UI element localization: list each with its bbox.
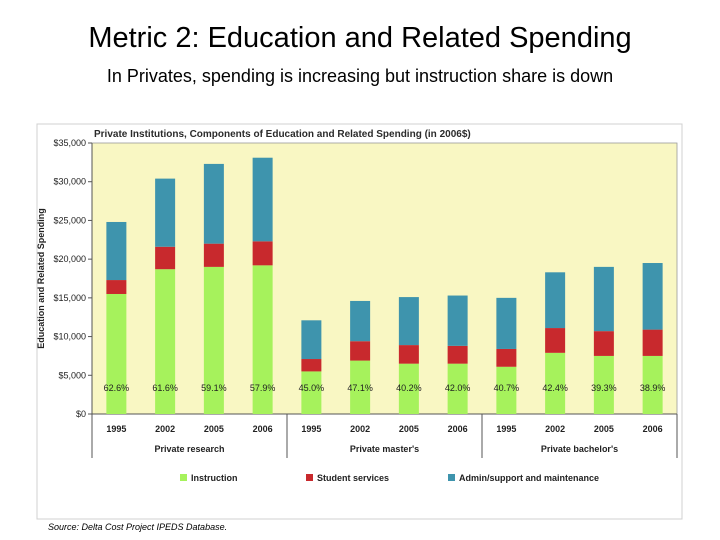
bar-segment-1 xyxy=(447,363,468,414)
y-tick-label: $15,000 xyxy=(53,293,86,303)
bar-segment-1 xyxy=(155,269,176,414)
bar-segment-3 xyxy=(350,300,371,342)
legend-swatch xyxy=(306,474,313,481)
data-label: 42.4% xyxy=(542,383,568,393)
bar-segment-1 xyxy=(642,355,663,414)
slide-subtitle: In Privates, spending is increasing but … xyxy=(106,66,614,86)
bar-segment-2 xyxy=(642,329,663,356)
bar-segment-1 xyxy=(593,355,614,414)
legend-label: Admin/support and maintenance xyxy=(459,473,599,483)
bar-segment-1 xyxy=(252,265,273,414)
bar-segment-3 xyxy=(545,272,566,329)
data-label: 59.1% xyxy=(201,383,227,393)
data-label: 45.0% xyxy=(299,383,325,393)
bar-segment-3 xyxy=(203,163,224,244)
bar-segment-2 xyxy=(398,345,419,364)
bar-segment-2 xyxy=(545,328,566,353)
bar-segment-3 xyxy=(106,221,127,281)
x-tick-label: 2005 xyxy=(399,424,419,434)
bar-segment-2 xyxy=(106,280,127,294)
x-tick-label: 2002 xyxy=(545,424,565,434)
slide-title: Metric 2: Education and Related Spending xyxy=(88,22,632,54)
chart-title: Private Institutions, Components of Educ… xyxy=(94,129,471,140)
x-tick-label: 2006 xyxy=(643,424,663,434)
bar-segment-2 xyxy=(301,359,322,372)
bar-segment-1 xyxy=(106,293,127,414)
bar-segment-2 xyxy=(203,243,224,267)
x-tick-label: 1995 xyxy=(301,424,321,434)
source-note: Source: Delta Cost Project IPEDS Databas… xyxy=(48,522,228,532)
bar-segment-1 xyxy=(545,352,566,414)
x-tick-label: 2002 xyxy=(350,424,370,434)
bar-segment-2 xyxy=(496,348,517,367)
bar-segment-1 xyxy=(203,266,224,414)
legend-swatch xyxy=(180,474,187,481)
bar-segment-2 xyxy=(155,246,176,270)
legend-swatch xyxy=(448,474,455,481)
bar-segment-3 xyxy=(593,266,614,332)
x-tick-label: 1995 xyxy=(496,424,516,434)
y-axis-title: Education and Related Spending xyxy=(36,208,46,349)
bar-segment-2 xyxy=(447,345,468,364)
data-label: 39.3% xyxy=(591,383,617,393)
data-label: 61.6% xyxy=(152,383,178,393)
group-label: Private research xyxy=(154,444,224,454)
plot-area xyxy=(91,142,678,415)
bar-segment-1 xyxy=(496,366,517,414)
x-tick-label: 2002 xyxy=(155,424,175,434)
group-label: Private master's xyxy=(350,444,419,454)
x-tick-label: 2006 xyxy=(253,424,273,434)
data-label: 40.7% xyxy=(494,383,520,393)
y-tick-label: $35,000 xyxy=(53,138,86,148)
x-tick-label: 2006 xyxy=(448,424,468,434)
data-label: 47.1% xyxy=(347,383,373,393)
data-label: 42.0% xyxy=(445,383,471,393)
bar-segment-1 xyxy=(398,363,419,414)
data-label: 38.9% xyxy=(640,383,666,393)
bar-segment-3 xyxy=(252,157,273,242)
bar-segment-1 xyxy=(301,371,322,414)
bar-segment-3 xyxy=(398,297,419,346)
bar-segment-3 xyxy=(496,297,517,349)
bar-segment-1 xyxy=(350,360,371,414)
y-tick-label: $20,000 xyxy=(53,254,86,264)
data-label: 57.9% xyxy=(250,383,276,393)
x-tick-label: 1995 xyxy=(106,424,126,434)
data-label: 62.6% xyxy=(104,383,130,393)
y-tick-label: $25,000 xyxy=(53,215,86,225)
y-tick-label: $10,000 xyxy=(53,332,86,342)
data-label: 40.2% xyxy=(396,383,422,393)
legend-label: Student services xyxy=(317,473,389,483)
y-tick-label: $0 xyxy=(76,409,86,419)
bar-segment-3 xyxy=(642,263,663,330)
x-tick-label: 2005 xyxy=(594,424,614,434)
bar-segment-2 xyxy=(593,331,614,356)
x-tick-label: 2005 xyxy=(204,424,224,434)
bar-segment-3 xyxy=(301,320,322,360)
bar-segment-2 xyxy=(350,341,371,361)
y-tick-label: $5,000 xyxy=(58,370,86,380)
bar-segment-3 xyxy=(155,178,176,247)
bar-segment-2 xyxy=(252,241,273,266)
group-label: Private bachelor's xyxy=(541,444,618,454)
legend-label: Instruction xyxy=(191,473,238,483)
y-tick-label: $30,000 xyxy=(53,177,86,187)
bar-segment-3 xyxy=(447,295,468,346)
